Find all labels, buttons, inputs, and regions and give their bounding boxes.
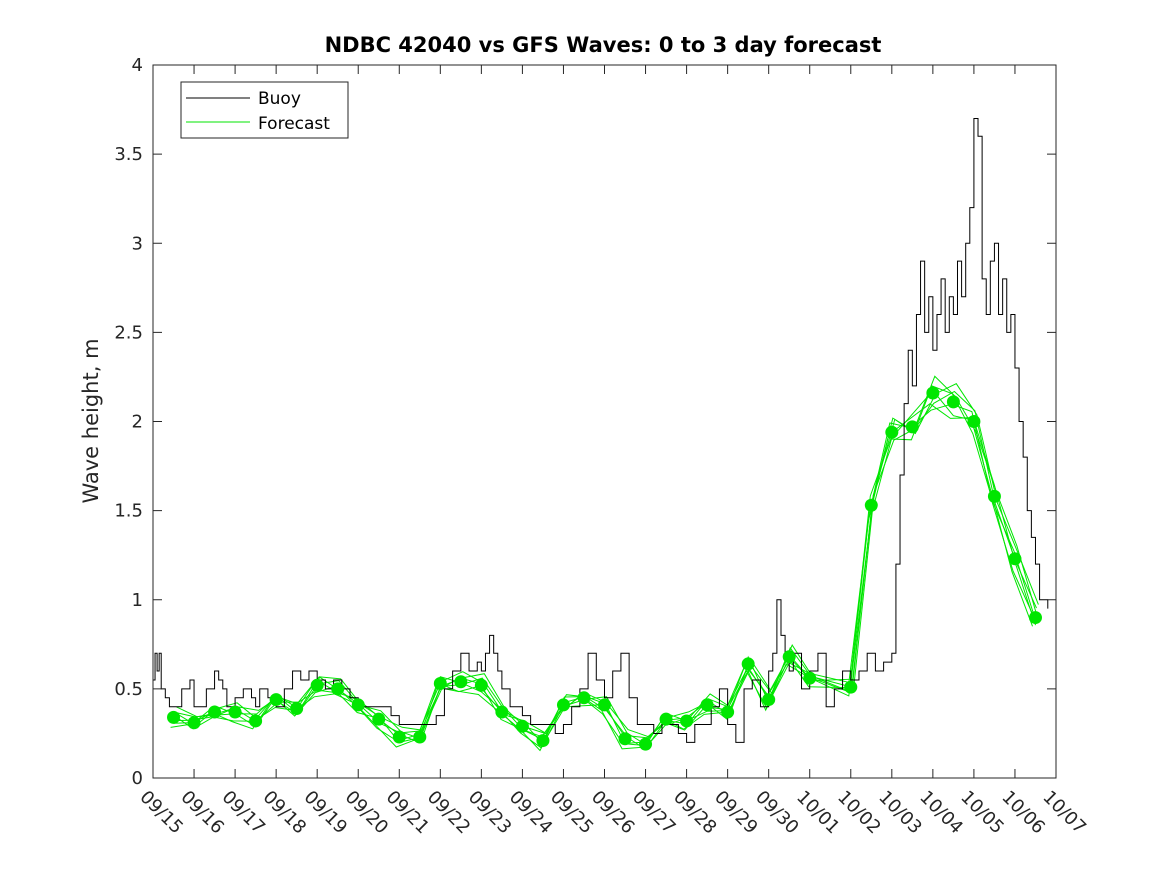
chart-title: NDBC 42040 vs GFS Waves: 0 to 3 day fore… <box>325 33 882 57</box>
x-tick-label: 09/21 <box>382 787 434 839</box>
x-tick-label: 09/25 <box>546 787 598 839</box>
x-tick-label: 09/19 <box>300 787 352 839</box>
forecast-point <box>926 386 940 400</box>
legend-forecast-label: Forecast <box>258 114 330 134</box>
forecast-point <box>1008 552 1022 566</box>
x-tick-label: 09/28 <box>669 787 721 839</box>
forecast-point <box>618 732 632 746</box>
legend: Buoy Forecast <box>180 81 349 139</box>
forecast-point <box>269 693 283 707</box>
forecast-point <box>659 712 673 726</box>
forecast-point <box>413 730 427 744</box>
forecast-point <box>864 498 878 512</box>
forecast-point <box>598 698 611 712</box>
y-tick-label: 2 <box>132 412 143 433</box>
x-tick-label: 10/07 <box>1038 787 1090 839</box>
x-tick-label: 09/24 <box>505 787 557 839</box>
forecast-point <box>885 425 899 439</box>
x-tick-label: 09/15 <box>135 787 187 839</box>
y-tick-label: 3.5 <box>114 144 143 165</box>
y-tick-label: 0 <box>132 768 143 789</box>
forecast-point <box>987 489 1001 503</box>
forecast-point <box>741 657 755 671</box>
y-axis: 0 0.5 1 1.5 2 2.5 3 3.5 4 <box>114 55 1056 789</box>
forecast-point <box>1028 611 1042 625</box>
forecast-point <box>331 682 345 696</box>
forecast-point <box>290 701 304 715</box>
x-tick-label: 10/04 <box>915 787 967 839</box>
legend-buoy-label: Buoy <box>258 89 301 109</box>
forecast-point <box>208 705 222 719</box>
forecast-point <box>392 730 406 744</box>
legend-box <box>180 81 349 139</box>
x-tick-label: 09/22 <box>423 787 475 839</box>
x-tick-label: 09/18 <box>259 787 311 839</box>
x-tick-label: 09/29 <box>710 787 762 839</box>
y-tick-label: 4 <box>132 55 143 76</box>
forecast-point <box>556 698 570 712</box>
x-tick-label: 10/06 <box>997 787 1049 839</box>
forecast-point <box>639 737 653 751</box>
forecast-point <box>782 650 796 664</box>
y-axis-label: Wave height, m <box>79 338 103 503</box>
forecast-point <box>721 705 735 719</box>
forecast-point <box>228 705 242 719</box>
forecast-point <box>372 712 386 726</box>
forecast-point <box>433 677 447 691</box>
forecast-point <box>454 675 468 689</box>
y-tick-label: 1 <box>132 590 143 611</box>
y-tick-label: 3 <box>132 233 143 254</box>
y-tick-label: 0.5 <box>114 679 143 700</box>
x-tick-label: 09/16 <box>177 787 229 839</box>
forecast-point <box>310 678 324 692</box>
x-tick-label: 09/23 <box>464 787 516 839</box>
forecast-point <box>762 693 776 707</box>
forecast-point <box>967 415 981 428</box>
forecast-point <box>351 698 365 712</box>
x-tick-label: 09/17 <box>218 787 270 839</box>
forecast-point <box>680 714 694 728</box>
forecast-point <box>187 716 201 730</box>
forecast-point <box>700 698 714 712</box>
forecast-point <box>577 691 591 705</box>
x-tick-label: 10/01 <box>792 787 844 839</box>
forecast-point <box>167 710 181 724</box>
forecast-point <box>946 395 960 409</box>
x-tick-label: 09/30 <box>751 787 803 839</box>
forecast-point <box>495 705 509 719</box>
x-tick-label: 09/20 <box>341 787 393 839</box>
x-tick-label: 10/02 <box>833 787 885 839</box>
x-tick-label: 10/03 <box>874 787 926 839</box>
forecast-point <box>536 734 550 748</box>
forecast-point <box>844 680 858 694</box>
x-tick-label: 09/27 <box>628 787 680 839</box>
forecast-point <box>474 678 488 692</box>
forecast-markers <box>167 386 1042 751</box>
y-tick-label: 1.5 <box>114 501 143 522</box>
forecast-point <box>515 719 529 733</box>
forecast-point <box>249 714 263 728</box>
x-tick-label: 09/26 <box>587 787 639 839</box>
x-tick-label: 10/05 <box>956 787 1008 839</box>
forecast-point <box>905 420 919 434</box>
forecast-point <box>803 671 817 685</box>
y-tick-label: 2.5 <box>114 322 143 343</box>
